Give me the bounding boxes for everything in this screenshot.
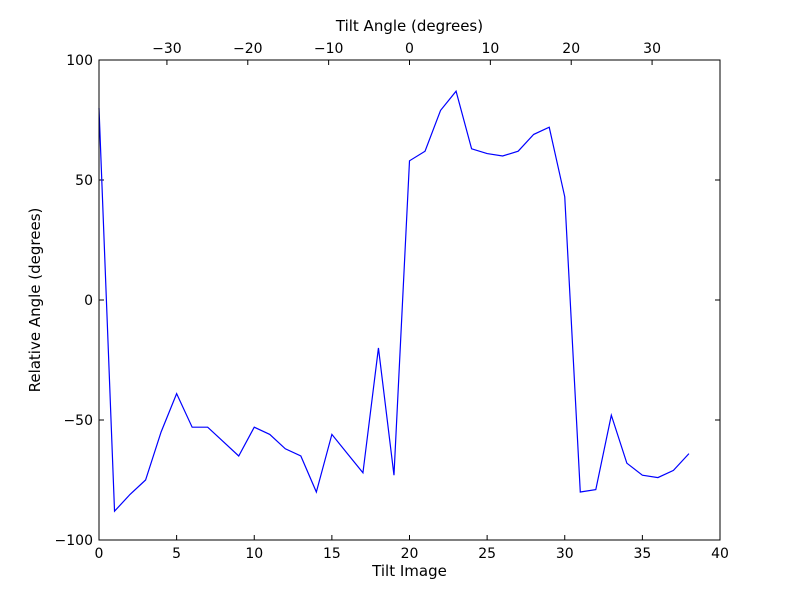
x-tick-label: 35 [633, 546, 651, 562]
x2-tick-label: −10 [314, 41, 344, 57]
x2-tick-label: −20 [233, 41, 263, 57]
y-tick-label: 50 [75, 173, 93, 189]
x2-tick-label: 0 [405, 41, 414, 57]
x2-tick-label: 20 [562, 41, 580, 57]
plot-frame [98, 59, 721, 541]
x-tick-label: 0 [95, 546, 104, 562]
y-tick-label: −100 [55, 533, 93, 549]
x2-tick-label: 10 [481, 41, 499, 57]
y-tick-label: 100 [66, 53, 93, 69]
x-axis-title: Tilt Image [371, 562, 447, 580]
x-tick-label: 20 [401, 546, 419, 562]
x-tick-label: 5 [172, 546, 181, 562]
x2-tick-label: −30 [152, 41, 182, 57]
x-tick-label: 30 [556, 546, 574, 562]
x-tick-label: 10 [245, 546, 263, 562]
x2-tick-label: 30 [643, 41, 661, 57]
y-tick-label: −50 [63, 413, 93, 429]
plot-area [99, 60, 720, 540]
tick-labels-group: 0 5 10 15 20 25 30 35 40−30 −20 −10 0 10 20 30−100−500… [55, 41, 729, 562]
x-tick-label: 15 [323, 546, 341, 562]
y-tick-label: 0 [84, 293, 93, 309]
series-line [98, 89, 690, 513]
x2-axis-title: Tilt Angle (degrees) [335, 17, 483, 35]
x-tick-label: 40 [711, 546, 729, 562]
x-tick-label: 25 [478, 546, 496, 562]
y-axis-title: Relative Angle (degrees) [26, 208, 44, 393]
